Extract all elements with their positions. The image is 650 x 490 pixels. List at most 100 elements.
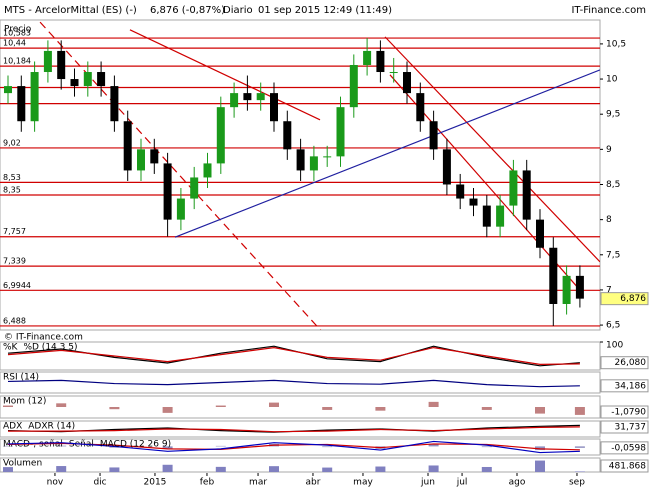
indicator-bar (375, 466, 386, 472)
value-tag: 26,080 (615, 358, 647, 368)
support-label: 7,757 (3, 227, 26, 236)
indicator-bar (322, 446, 333, 448)
candle-body (110, 86, 119, 122)
candle-body (270, 93, 278, 122)
indicator-bar (428, 465, 439, 472)
candle-body (536, 219, 544, 248)
support-label: 8,35 (3, 186, 21, 195)
indicator-bar (322, 467, 333, 472)
x-tick-label: sep (569, 478, 585, 488)
indicator-bar (109, 467, 120, 472)
candle-body (163, 163, 172, 220)
trend-line (174, 69, 600, 238)
candle-body (243, 93, 252, 101)
candle-body (376, 50, 385, 73)
support-label: 10,184 (3, 57, 31, 66)
candle-body (336, 107, 345, 157)
candle-body (137, 149, 145, 171)
candle-body (562, 275, 571, 304)
indicator-bar (215, 445, 226, 447)
symbol: MTS - ArcelorMittal (ES) (-) (4, 5, 137, 16)
value-tag: 31,737 (615, 423, 647, 433)
x-tick-label: mar (249, 478, 267, 488)
legend-entry: Mom (12) (3, 397, 46, 407)
indicator-bar (109, 407, 120, 410)
y-tick-label: 10,5 (606, 39, 626, 49)
candle-body (97, 72, 106, 87)
support-label: 6,488 (3, 316, 26, 325)
indicator-bar (574, 471, 585, 472)
quote: 6,876 (-0,87%) (150, 5, 225, 16)
period: Diario (223, 5, 253, 16)
x-tick-label: jun (420, 478, 435, 488)
indicator-bar (56, 445, 67, 447)
candle-body (575, 275, 584, 299)
support-label: 6,9944 (3, 281, 31, 290)
indicator-line (7, 346, 580, 366)
indicator-line (8, 426, 580, 433)
credit: © IT-Finance.com (4, 333, 83, 343)
indicator-bar (215, 405, 226, 407)
support-label: 8,53 (3, 173, 21, 182)
candle-body (83, 72, 92, 87)
x-tick-label: may (353, 478, 373, 488)
candle-body (389, 72, 398, 74)
value-tag-box (600, 459, 649, 473)
y-tick-label: 8 (606, 215, 612, 225)
indicator-bar (3, 405, 13, 407)
indicator-bar (535, 446, 545, 451)
indicator-bar (481, 446, 492, 448)
legend-entry: ADX (3, 422, 22, 432)
candle-body (296, 149, 305, 171)
y-tick-label: 6,5 (606, 321, 620, 331)
candle-body (456, 184, 465, 199)
brand: IT-Finance.com (571, 5, 646, 16)
price-panel (0, 19, 601, 331)
x-tick-label: 2015 (144, 478, 167, 488)
indicator-bar (109, 446, 120, 448)
candle-body (283, 121, 292, 150)
value-tag-box (600, 420, 649, 434)
indicator-bar (535, 460, 545, 472)
indicator-bar (215, 466, 226, 472)
indicator-bar (3, 467, 13, 472)
candle-body (203, 163, 212, 178)
candle-body (469, 198, 478, 206)
indicator-bar (3, 445, 13, 447)
candle-body (57, 50, 66, 80)
value-tag: -1,0790 (611, 408, 646, 418)
trend-line (384, 36, 600, 263)
indicator-bar (162, 446, 173, 449)
y-tick-label: 8,5 (606, 180, 620, 190)
candle-body (496, 205, 505, 227)
candle-body (509, 170, 518, 206)
indicator-bar (56, 403, 67, 407)
indicator-panel (0, 341, 601, 371)
support-label: 10,44 (3, 39, 26, 48)
candle-body (349, 64, 358, 108)
indicator-panel (0, 420, 601, 438)
panel-title: Precio (4, 25, 32, 35)
y-tick-label: 9,5 (606, 110, 620, 120)
indicator-bar (322, 407, 333, 410)
legend-entry: ADXR (14) (28, 422, 75, 432)
candle-body (363, 50, 372, 65)
candle-body (43, 50, 52, 73)
candle-body (4, 86, 12, 94)
support-label: 9,02 (3, 138, 21, 147)
legend-entry: Volumen (3, 459, 42, 469)
value-tag-box (600, 441, 649, 455)
value-tag-box (600, 356, 649, 370)
y-tick-label: 100 (606, 341, 623, 351)
candle-body (176, 198, 185, 220)
trend-line (129, 29, 321, 121)
y-tick-label: 7 (606, 285, 612, 295)
candle-body (549, 247, 558, 304)
candle-body (522, 170, 531, 220)
candle-body (256, 93, 265, 101)
legend-entry: MACD (12 26 9) (100, 440, 171, 450)
x-tick-label: abr (306, 478, 321, 488)
legend-entry: %K (3, 343, 19, 353)
candle-body (309, 156, 318, 171)
candle-body (123, 121, 132, 171)
